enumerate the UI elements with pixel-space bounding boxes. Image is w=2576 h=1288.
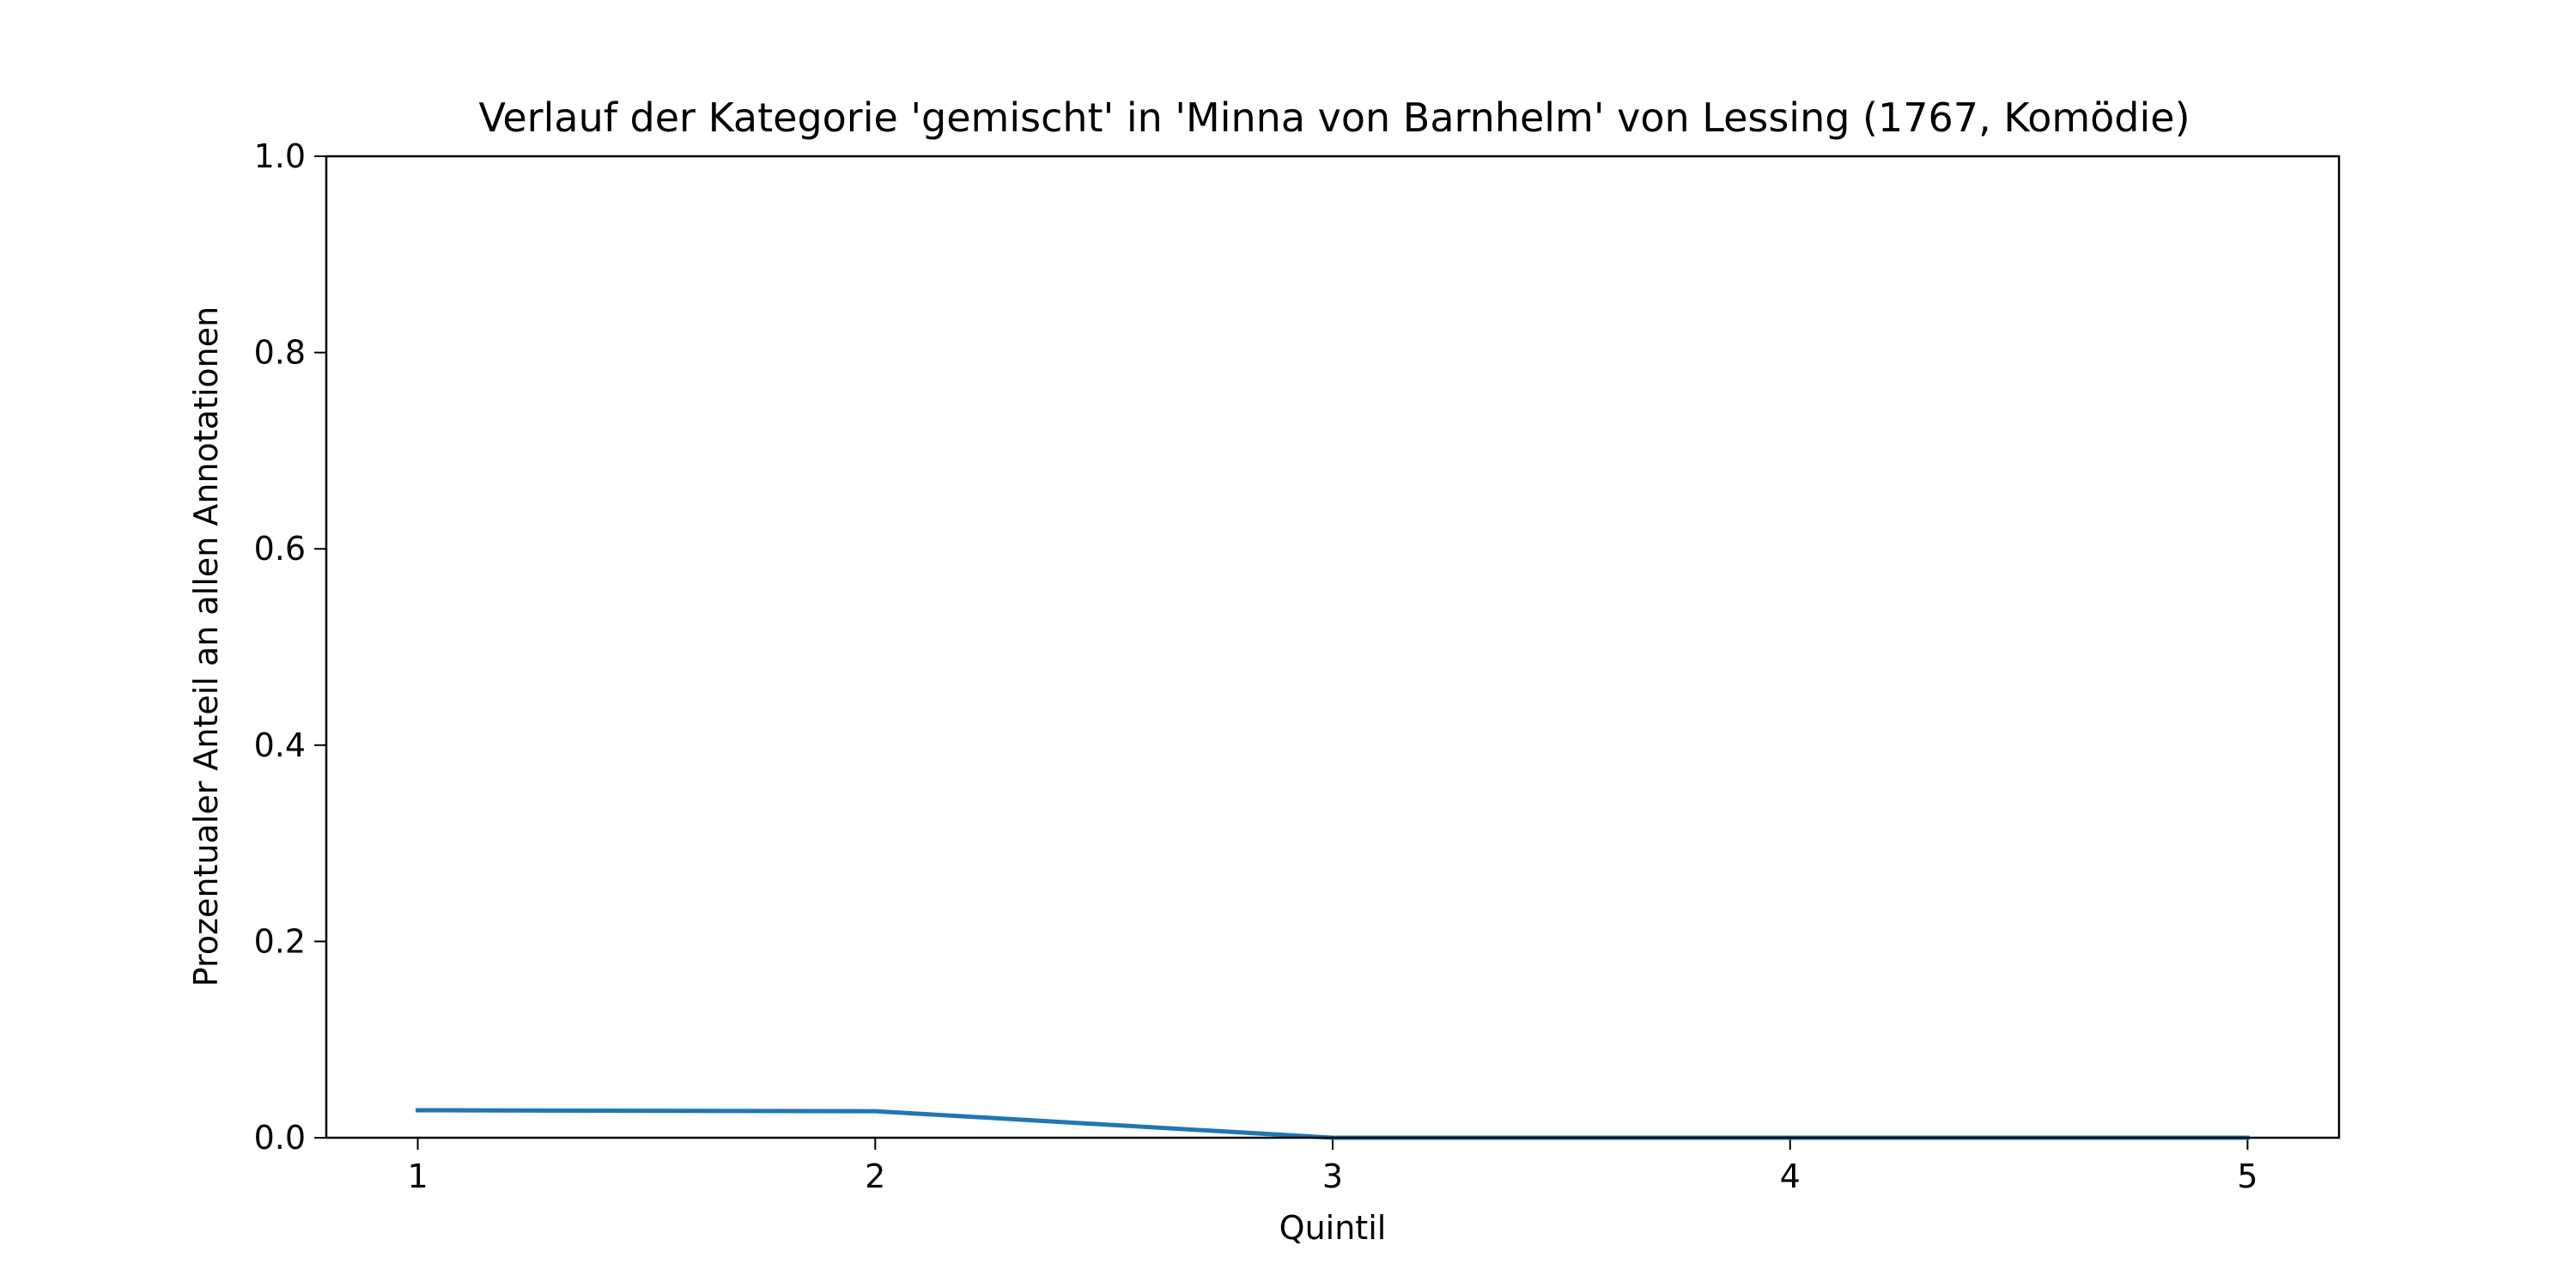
plot-area-frame	[325, 155, 2341, 1139]
x-tick-label: 4	[1780, 1157, 1801, 1195]
y-tick-label: 0.6	[254, 530, 306, 568]
chart-title: Verlauf der Kategorie 'gemischt' in 'Min…	[478, 94, 2190, 141]
y-tick-label: 0.8	[254, 334, 306, 372]
y-tick-label: 0.4	[254, 726, 306, 764]
y-tick-label: 1.0	[254, 137, 306, 175]
y-axis-label: Prozentualer Anteil an allen Annotatione…	[187, 307, 225, 987]
x-axis-ticks: 1 2 3 4 5	[407, 1138, 2258, 1195]
y-tick-label: 0.0	[254, 1119, 306, 1157]
y-axis-ticks: 0.0 0.2 0.4 0.6 0.8 1.0	[254, 137, 326, 1157]
x-axis-label: Quintil	[1279, 1209, 1387, 1247]
x-tick-label: 3	[1322, 1157, 1343, 1195]
x-tick-label: 1	[407, 1157, 428, 1195]
x-tick-label: 2	[865, 1157, 885, 1195]
y-tick-label: 0.2	[254, 922, 306, 960]
x-tick-label: 5	[2237, 1157, 2257, 1195]
